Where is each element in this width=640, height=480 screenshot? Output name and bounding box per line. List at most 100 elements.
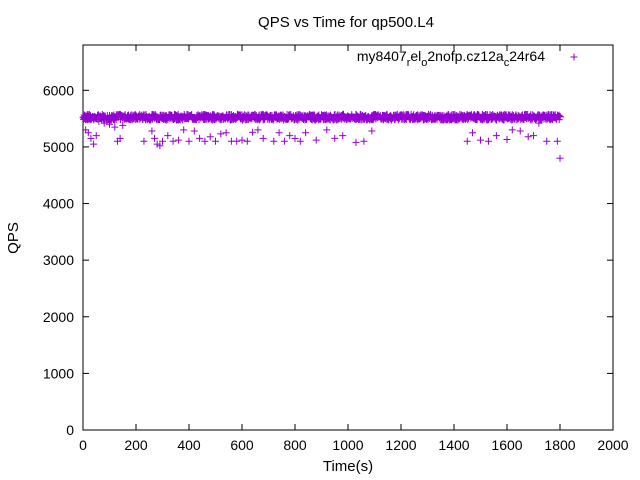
x-tick-label: 1400 bbox=[438, 437, 469, 453]
y-tick-label: 6000 bbox=[43, 82, 74, 98]
data-point bbox=[95, 117, 103, 125]
data-point bbox=[368, 127, 376, 135]
data-point bbox=[360, 137, 368, 145]
y-axis-ticks: 0 1000 2000 3000 4000 5000 6000 bbox=[43, 82, 613, 438]
data-point bbox=[535, 119, 543, 127]
data-point bbox=[249, 128, 257, 136]
x-tick-label: 800 bbox=[283, 437, 307, 453]
data-point bbox=[524, 133, 532, 141]
x-tick-label: 200 bbox=[124, 437, 148, 453]
legend-label-part: my8407 bbox=[357, 48, 407, 64]
data-points-layer bbox=[79, 110, 564, 162]
data-point bbox=[352, 138, 360, 146]
data-point bbox=[492, 132, 500, 140]
data-point bbox=[174, 136, 182, 144]
y-tick-label: 1000 bbox=[43, 365, 74, 381]
data-point bbox=[217, 130, 225, 138]
data-point bbox=[100, 119, 108, 127]
data-point bbox=[280, 137, 288, 145]
x-tick-label: 600 bbox=[230, 437, 254, 453]
data-point bbox=[516, 127, 524, 135]
x-axis-title: Time(s) bbox=[323, 458, 373, 475]
data-point bbox=[90, 140, 98, 148]
data-point bbox=[80, 115, 88, 123]
data-point bbox=[238, 136, 246, 144]
data-point bbox=[556, 154, 564, 162]
legend-label-part: el bbox=[410, 48, 421, 64]
data-point bbox=[212, 137, 219, 145]
data-point bbox=[312, 136, 320, 144]
x-tick-label: 0 bbox=[79, 437, 87, 453]
data-point bbox=[543, 137, 551, 145]
legend-label-part: 2nofp.cz12a bbox=[427, 48, 503, 64]
data-point bbox=[206, 133, 214, 141]
data-point bbox=[87, 134, 95, 142]
y-tick-label: 3000 bbox=[43, 252, 74, 268]
data-point bbox=[140, 137, 148, 145]
data-point bbox=[196, 134, 204, 142]
data-point bbox=[254, 126, 262, 134]
data-point bbox=[275, 129, 283, 137]
data-point bbox=[286, 132, 294, 140]
y-axis-title: QPS bbox=[5, 222, 22, 254]
data-point bbox=[291, 134, 299, 142]
x-axis-ticks: 0 200 400 600 800 1000 1200 1400 1600 1800 2000 bbox=[79, 45, 629, 453]
legend: my8407relo2nofp.cz12ac24r64 bbox=[357, 48, 578, 69]
data-point bbox=[185, 137, 193, 145]
data-point bbox=[159, 137, 166, 145]
data-point bbox=[119, 121, 127, 129]
data-point bbox=[233, 137, 241, 145]
legend-label-subscript: o bbox=[421, 57, 427, 69]
data-point bbox=[530, 132, 537, 140]
data-point bbox=[463, 137, 471, 145]
data-point bbox=[503, 136, 511, 144]
data-point bbox=[111, 123, 119, 131]
data-point bbox=[243, 137, 251, 145]
data-point bbox=[270, 137, 278, 145]
data-point bbox=[469, 129, 477, 137]
data-point bbox=[331, 134, 339, 142]
y-tick-label: 5000 bbox=[43, 139, 74, 155]
data-point bbox=[180, 126, 188, 134]
y-tick-label: 4000 bbox=[43, 196, 74, 212]
data-point bbox=[148, 127, 156, 135]
data-point bbox=[190, 127, 198, 135]
data-point bbox=[302, 129, 310, 137]
plot-frame bbox=[82, 44, 614, 431]
legend-label-part: 24r64 bbox=[509, 48, 545, 64]
data-point bbox=[84, 129, 92, 137]
x-tick-label: 2000 bbox=[597, 437, 628, 453]
legend-label-subscript: r bbox=[407, 57, 411, 69]
data-point bbox=[169, 137, 177, 145]
legend-marker bbox=[570, 53, 578, 61]
data-point bbox=[508, 126, 516, 134]
chart-title: QPS vs Time for qp500.L4 bbox=[258, 14, 434, 31]
data-point bbox=[553, 137, 561, 145]
data-point bbox=[323, 126, 331, 134]
data-point bbox=[106, 120, 113, 128]
x-tick-label: 1600 bbox=[491, 437, 522, 453]
y-tick-label: 0 bbox=[66, 422, 74, 438]
x-tick-label: 1800 bbox=[544, 437, 575, 453]
legend-marker-plus bbox=[570, 53, 578, 61]
data-point bbox=[92, 132, 100, 140]
data-point bbox=[156, 142, 164, 150]
data-point bbox=[201, 137, 209, 145]
legend-label: my8407relo2nofp.cz12ac24r64 bbox=[357, 48, 545, 69]
legend-label-subscript: c bbox=[504, 57, 510, 69]
data-point bbox=[151, 134, 159, 142]
data-point bbox=[339, 132, 347, 140]
x-tick-label: 400 bbox=[177, 437, 201, 453]
y-tick-label: 2000 bbox=[43, 309, 74, 325]
data-point bbox=[477, 136, 484, 144]
x-tick-label: 1000 bbox=[332, 437, 363, 453]
data-point bbox=[484, 137, 492, 145]
data-point bbox=[259, 134, 267, 142]
data-point bbox=[164, 132, 172, 140]
data-point bbox=[556, 113, 564, 121]
x-tick-label: 1200 bbox=[385, 437, 416, 453]
data-point bbox=[116, 134, 124, 142]
data-point bbox=[301, 116, 309, 124]
data-point bbox=[296, 137, 304, 145]
